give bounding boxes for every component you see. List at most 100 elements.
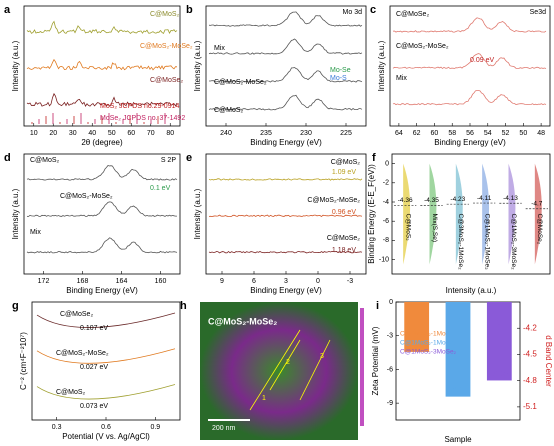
plot-frame: [23, 5, 181, 127]
curve: [36, 348, 176, 364]
x-tick-label: 50: [108, 130, 116, 137]
plot-frame: [205, 5, 367, 127]
x-tick-label: 30: [69, 130, 77, 137]
annotation: 0.107 eV: [80, 325, 108, 332]
x-tick-label: -3: [347, 278, 353, 285]
x-tick-label: 225: [340, 130, 352, 137]
annotation: 200 nm: [212, 425, 236, 432]
annotation: Mix: [396, 75, 407, 82]
x-tick-label: 0: [316, 278, 320, 285]
annotation: 0.96 eV: [332, 209, 356, 216]
y-axis-label: Zeta Potential (mV): [371, 326, 380, 395]
annotation: Mo 3d: [343, 9, 363, 16]
panel-label: c: [370, 4, 376, 16]
y-axis-label: Intensity (a.u.): [377, 40, 386, 91]
annotation: C@MoS₂-MoSe₂: [60, 193, 113, 200]
annotation: MoS₂ JCPDS no.29-0914: [100, 103, 179, 110]
annotation: C@MoSe₂: [327, 235, 360, 242]
dos-band: [429, 163, 437, 265]
x-tick-label: 235: [260, 130, 272, 137]
x-tick-label: 60: [431, 130, 439, 137]
bar: [404, 302, 430, 352]
annotation: C@MoS₂-MoSe₂: [307, 197, 360, 204]
annotation: S 2P: [161, 157, 177, 164]
value-label: -8.42: [449, 386, 468, 395]
annotation: 3: [320, 353, 324, 360]
x-tick-label: 9: [220, 278, 224, 285]
y-tick-label: 0: [389, 299, 393, 306]
annotation: 0.1 eV: [150, 185, 171, 192]
profile-line: [299, 339, 331, 401]
y2-tick-label: -4.5: [523, 350, 537, 359]
value-label: -4.44: [408, 341, 427, 350]
value-label: -4.13: [503, 195, 518, 202]
band-name: C@1MoS₂-1MoSe₂: [483, 214, 490, 271]
annotation: C@MoS₂-MoSe₂: [396, 43, 449, 50]
plot-frame: [391, 153, 551, 275]
x-tick-label: 160: [155, 278, 167, 285]
annotation: C@MoSe₂: [60, 311, 93, 318]
value-label: -4.7: [531, 200, 543, 207]
x-tick-label: 164: [116, 278, 128, 285]
x-axis-label: Binding Energy (eV): [66, 286, 138, 295]
x-tick-label: 70: [147, 130, 155, 137]
x-axis-label: Sample: [444, 435, 472, 444]
curve: [208, 250, 363, 254]
annotation: 2: [286, 359, 290, 366]
x-tick-label: 62: [413, 130, 421, 137]
annotation: C@MoS₂: [214, 107, 244, 114]
annotation: Mo-Se: [330, 67, 351, 74]
x-tick-label: 20: [49, 130, 57, 137]
y2-axis-label: d Band Center: [544, 335, 553, 387]
annotation: 1.09 eV: [332, 169, 356, 176]
panel-label: d: [4, 152, 11, 164]
y-tick-label: -10: [379, 256, 389, 263]
x-tick-label: 40: [88, 130, 96, 137]
dos-band: [403, 163, 411, 265]
x-tick-label: 0.9: [150, 424, 160, 431]
profile-line: [249, 329, 301, 411]
y-tick-label: -9: [387, 400, 393, 407]
y-tick-label: -2: [383, 180, 389, 187]
annotation: C@MoS₂-MoSe₂: [214, 79, 267, 86]
annotation: Mix: [30, 229, 41, 236]
x-tick-label: 80: [166, 130, 174, 137]
curve: [208, 214, 363, 218]
map-image: [200, 302, 358, 440]
y-tick-label: -3: [387, 333, 393, 340]
y2-tick-label: -4.8: [523, 376, 537, 385]
curve: [392, 17, 547, 33]
y2-tick-label: -5.1: [523, 402, 537, 411]
x-axis-label: Binding Energy (eV): [250, 138, 322, 147]
color-bar: [360, 308, 364, 426]
value-label: -4.11: [477, 195, 492, 202]
x-axis-label: Potential (V vs. Ag/AgCl): [62, 432, 150, 441]
panel-label: e: [186, 152, 192, 164]
x-tick-label: 50: [519, 130, 527, 137]
dos-band: [508, 163, 516, 265]
x-tick-label: 56: [466, 130, 474, 137]
panel-label: f: [372, 152, 376, 164]
curve: [209, 67, 363, 83]
x-tick-label: 10: [30, 130, 38, 137]
value-label: -4.36: [398, 197, 413, 204]
curve: [26, 20, 178, 34]
curve: [208, 38, 363, 55]
y-axis-label: Intensity (a.u.): [193, 188, 202, 239]
y-axis-label: Intensity (a.u.): [193, 40, 202, 91]
curve: [36, 312, 176, 328]
x-tick-label: 64: [395, 130, 403, 137]
x-axis-label: Binding Energy (eV): [250, 286, 322, 295]
x-tick-label: 3: [284, 278, 288, 285]
band-name: Mix(S,Se): [431, 214, 438, 243]
x-tick-label: 230: [300, 130, 312, 137]
y-tick-label: 0: [385, 160, 389, 167]
panel-label: a: [4, 4, 11, 16]
band-name: C@1MoS₂-3MoSe₂: [510, 214, 517, 271]
annotation: 1.18 eV: [332, 247, 356, 254]
dos-band: [482, 163, 490, 265]
x-tick-label: 58: [448, 130, 456, 137]
band-name: C@MoSe₂: [536, 214, 543, 245]
band-name: C@3MoS₂-1MoSe₂: [457, 214, 464, 271]
d-band-point: [455, 317, 461, 323]
